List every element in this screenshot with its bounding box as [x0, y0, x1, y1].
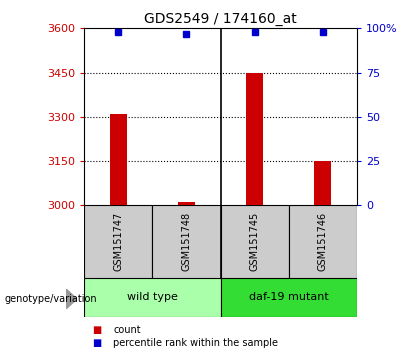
Text: daf-19 mutant: daf-19 mutant: [249, 292, 328, 302]
Text: GSM151746: GSM151746: [318, 212, 328, 271]
Bar: [289, 205, 357, 278]
Text: GSM151745: GSM151745: [249, 212, 260, 271]
Bar: [84, 278, 220, 317]
Text: percentile rank within the sample: percentile rank within the sample: [113, 338, 278, 348]
Bar: [246, 73, 263, 205]
Text: ■: ■: [92, 325, 102, 335]
Bar: [152, 205, 221, 278]
Polygon shape: [66, 289, 77, 309]
Text: wild type: wild type: [127, 292, 178, 302]
Bar: [220, 278, 357, 317]
Bar: [220, 205, 289, 278]
Title: GDS2549 / 174160_at: GDS2549 / 174160_at: [144, 12, 297, 26]
Text: GSM151748: GSM151748: [181, 212, 192, 271]
Text: count: count: [113, 325, 141, 335]
Text: genotype/variation: genotype/variation: [4, 294, 97, 304]
Text: ■: ■: [92, 338, 102, 348]
Text: GSM151747: GSM151747: [113, 212, 123, 271]
Bar: [178, 202, 195, 205]
Bar: [84, 205, 152, 278]
Bar: [110, 114, 127, 205]
Bar: [314, 161, 331, 205]
